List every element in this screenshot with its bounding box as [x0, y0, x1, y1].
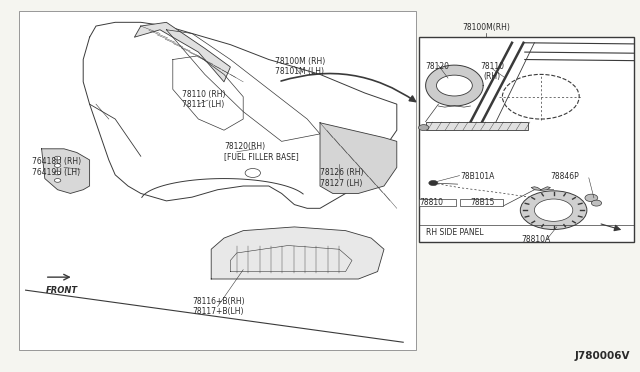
Circle shape — [54, 156, 61, 160]
Bar — [19, 11, 416, 350]
Text: 78120(RH): 78120(RH) — [224, 142, 265, 151]
Text: FRONT: FRONT — [600, 202, 631, 220]
Text: 78846P: 78846P — [550, 172, 579, 181]
Polygon shape — [211, 227, 384, 279]
Bar — [419, 199, 456, 206]
Polygon shape — [531, 187, 550, 190]
Text: 78126 (RH): 78126 (RH) — [320, 169, 364, 177]
Text: 78110 (RH): 78110 (RH) — [182, 90, 226, 99]
Text: 78120: 78120 — [426, 62, 450, 71]
Polygon shape — [83, 22, 397, 208]
Bar — [460, 199, 503, 206]
Text: 78810A: 78810A — [522, 235, 551, 244]
Text: 78116+B(RH): 78116+B(RH) — [192, 297, 244, 306]
Text: 78117+B(LH): 78117+B(LH) — [192, 307, 243, 316]
Polygon shape — [166, 30, 320, 141]
Text: 76419U (LH): 76419U (LH) — [32, 169, 80, 177]
Polygon shape — [426, 65, 483, 106]
Text: 78101M (LH): 78101M (LH) — [275, 67, 324, 76]
Polygon shape — [42, 149, 90, 193]
Text: RH SIDE PANEL: RH SIDE PANEL — [426, 228, 483, 237]
Text: 78B101A: 78B101A — [461, 172, 495, 181]
Bar — [419, 37, 634, 242]
Circle shape — [585, 194, 598, 202]
Text: 78B15: 78B15 — [470, 198, 495, 207]
Circle shape — [54, 179, 61, 182]
Text: 78100M (RH): 78100M (RH) — [275, 57, 326, 66]
Text: 78110: 78110 — [480, 62, 504, 71]
Text: FRONT: FRONT — [45, 286, 77, 295]
Text: 76418U (RH): 76418U (RH) — [32, 157, 81, 166]
Text: 78100M(RH): 78100M(RH) — [463, 23, 510, 32]
Circle shape — [419, 125, 429, 131]
Circle shape — [591, 200, 602, 206]
Text: [FUEL FILLER BASE]: [FUEL FILLER BASE] — [224, 153, 299, 161]
Polygon shape — [320, 123, 397, 193]
Text: 78810: 78810 — [419, 198, 444, 207]
Circle shape — [54, 171, 61, 175]
Circle shape — [429, 180, 438, 186]
Circle shape — [54, 164, 61, 167]
Bar — [426, 122, 528, 130]
Text: J780006V: J780006V — [575, 351, 630, 361]
Text: 78111 (LH): 78111 (LH) — [182, 100, 225, 109]
Polygon shape — [134, 22, 230, 82]
Circle shape — [520, 191, 587, 230]
Text: 78127 (LH): 78127 (LH) — [320, 179, 362, 187]
Circle shape — [245, 169, 260, 177]
Circle shape — [534, 199, 573, 221]
Circle shape — [436, 75, 472, 96]
Text: (RH): (RH) — [484, 72, 501, 81]
